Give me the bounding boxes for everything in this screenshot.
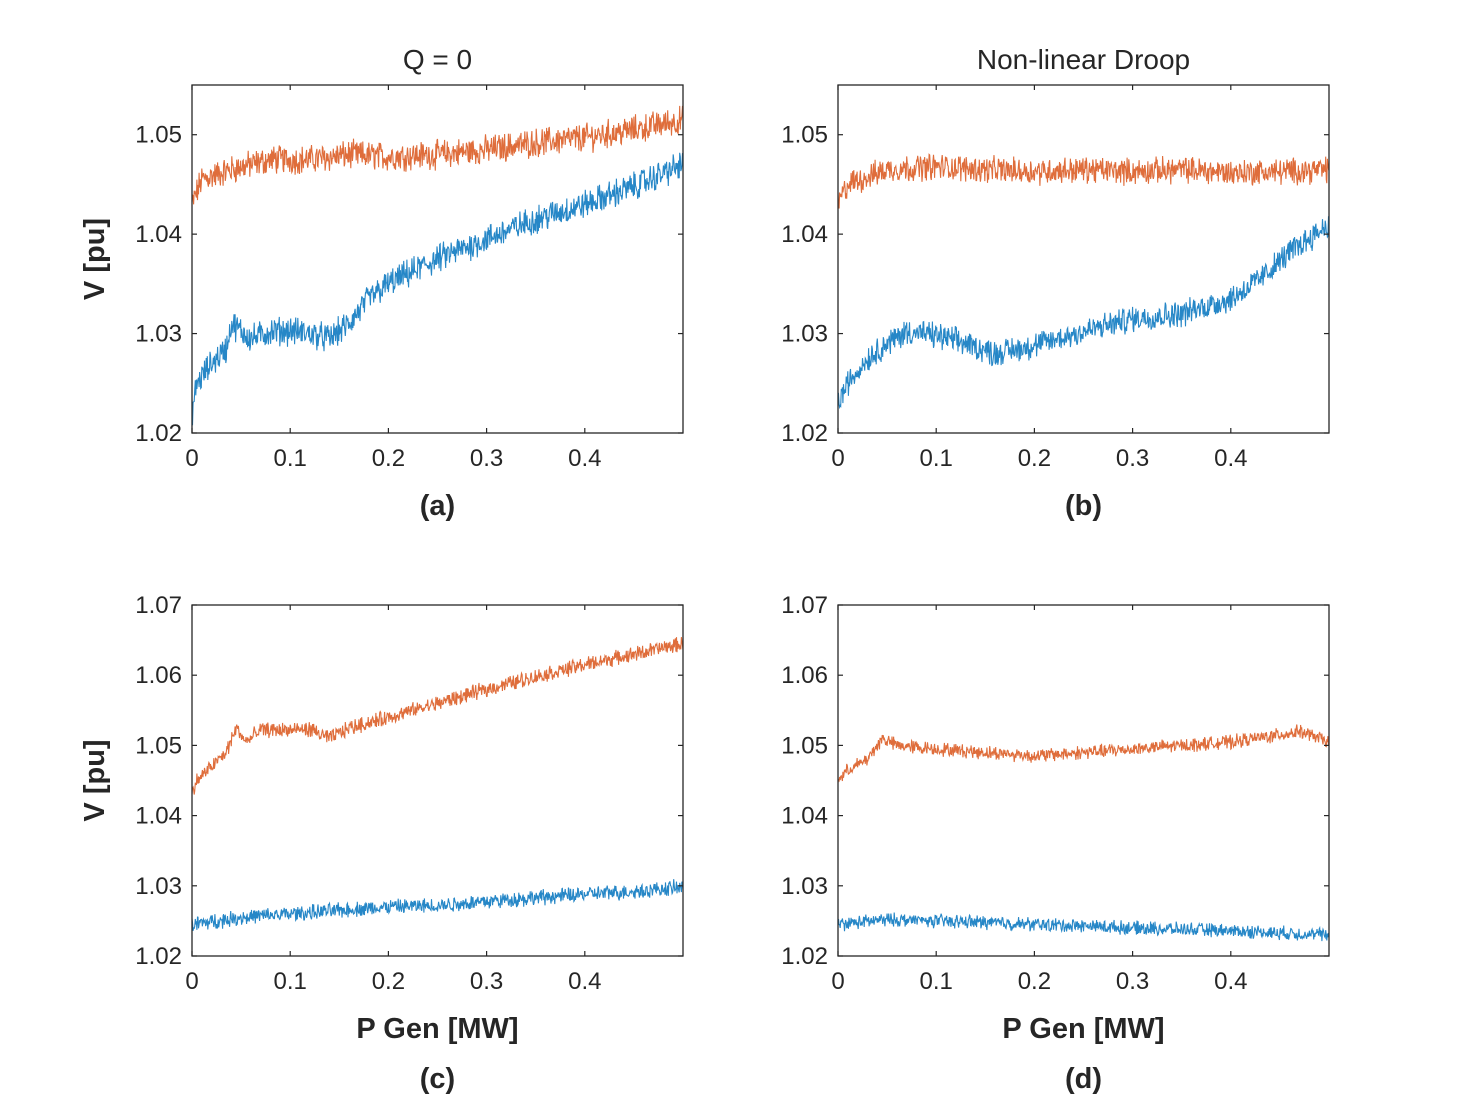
x-tick-label: 0.4 [568, 968, 601, 995]
panel-caption: (d) [1065, 1063, 1102, 1095]
panel-c: 0 0.1 0.2 0.3 0.4 1.02 1.03 1.04 1.05 1.06 1.07 V [… [79, 592, 684, 1095]
series-line-d-1 [838, 912, 1329, 942]
series-line-a-0 [192, 105, 683, 205]
panel-d: 0 0.1 0.2 0.3 0.4 1.02 1.03 1.04 1.05 1.06 1.07 P G… [781, 592, 1330, 1095]
y-tick-label: 1.03 [135, 321, 182, 348]
panel-title: Q = 0 [403, 44, 472, 75]
y-axis-label: V [pu] [79, 739, 111, 821]
x-tick-label: 0.4 [568, 445, 601, 472]
y-tick-label: 1.04 [135, 803, 182, 830]
y-axis-label: V [pu] [79, 218, 111, 300]
y-tick-label: 1.06 [135, 662, 182, 689]
y-tick-label: 1.02 [781, 420, 828, 447]
x-tick-label: 0.1 [920, 445, 953, 472]
panel-title: Non-linear Droop [977, 44, 1190, 75]
x-tick-label: 0.1 [274, 968, 307, 995]
axes-frame [191, 604, 684, 957]
panel-caption: (c) [420, 1063, 455, 1095]
y-tick-label: 1.02 [135, 420, 182, 447]
x-tick-label: 0 [185, 968, 198, 995]
x-tick-label: 0.2 [372, 968, 405, 995]
x-tick-label: 0.2 [1018, 968, 1051, 995]
axes-frame [837, 84, 1330, 434]
y-tick-label: 1.03 [135, 873, 182, 900]
x-tick-label: 0.3 [1116, 968, 1149, 995]
x-axis-label: P Gen [MW] [1002, 1013, 1164, 1045]
y-tick-label: 1.04 [781, 803, 828, 830]
series-line-b-0 [838, 153, 1329, 209]
x-tick-label: 0 [185, 445, 198, 472]
series-line-b-1 [838, 216, 1329, 410]
y-tick-label: 1.07 [781, 592, 828, 619]
x-tick-label: 0.2 [372, 445, 405, 472]
y-tick-label: 1.05 [135, 732, 182, 759]
panel-caption: (a) [420, 490, 455, 522]
series-line-c-0 [192, 637, 683, 795]
x-tick-label: 0.1 [920, 968, 953, 995]
x-tick-label: 0.4 [1214, 968, 1247, 995]
x-tick-label: 0.4 [1214, 445, 1247, 472]
y-tick-label: 1.05 [781, 122, 828, 149]
y-tick-label: 1.05 [135, 122, 182, 149]
x-tick-label: 0 [831, 445, 844, 472]
y-tick-label: 1.06 [781, 662, 828, 689]
y-tick-label: 1.03 [781, 873, 828, 900]
x-tick-label: 0.1 [274, 445, 307, 472]
y-tick-label: 1.04 [781, 221, 828, 248]
y-tick-label: 1.04 [135, 221, 182, 248]
series-line-d-0 [838, 724, 1329, 783]
y-tick-label: 1.02 [135, 943, 182, 970]
x-tick-label: 0.3 [1116, 445, 1149, 472]
axes-frame [191, 84, 684, 434]
panel-caption: (b) [1065, 490, 1102, 522]
series-line-a-1 [192, 152, 683, 426]
x-tick-label: 0.3 [470, 968, 503, 995]
panel-b: 0 0.1 0.2 0.3 0.4 1.02 1.03 1.04 1.05 Non-linear … [781, 44, 1330, 522]
series-line-c-1 [192, 879, 683, 931]
y-tick-label: 1.05 [781, 732, 828, 759]
x-axis-label: P Gen [MW] [356, 1013, 518, 1045]
y-tick-label: 1.03 [781, 321, 828, 348]
y-tick-label: 1.02 [781, 943, 828, 970]
axes-frame [837, 604, 1330, 957]
panel-a: 0 0.1 0.2 0.3 0.4 1.02 1.03 1.04 1.05 Q = 0 V [pu]… [79, 44, 684, 522]
y-tick-label: 1.07 [135, 592, 182, 619]
x-tick-label: 0.2 [1018, 445, 1051, 472]
x-tick-label: 0.3 [470, 445, 503, 472]
x-tick-label: 0 [831, 968, 844, 995]
